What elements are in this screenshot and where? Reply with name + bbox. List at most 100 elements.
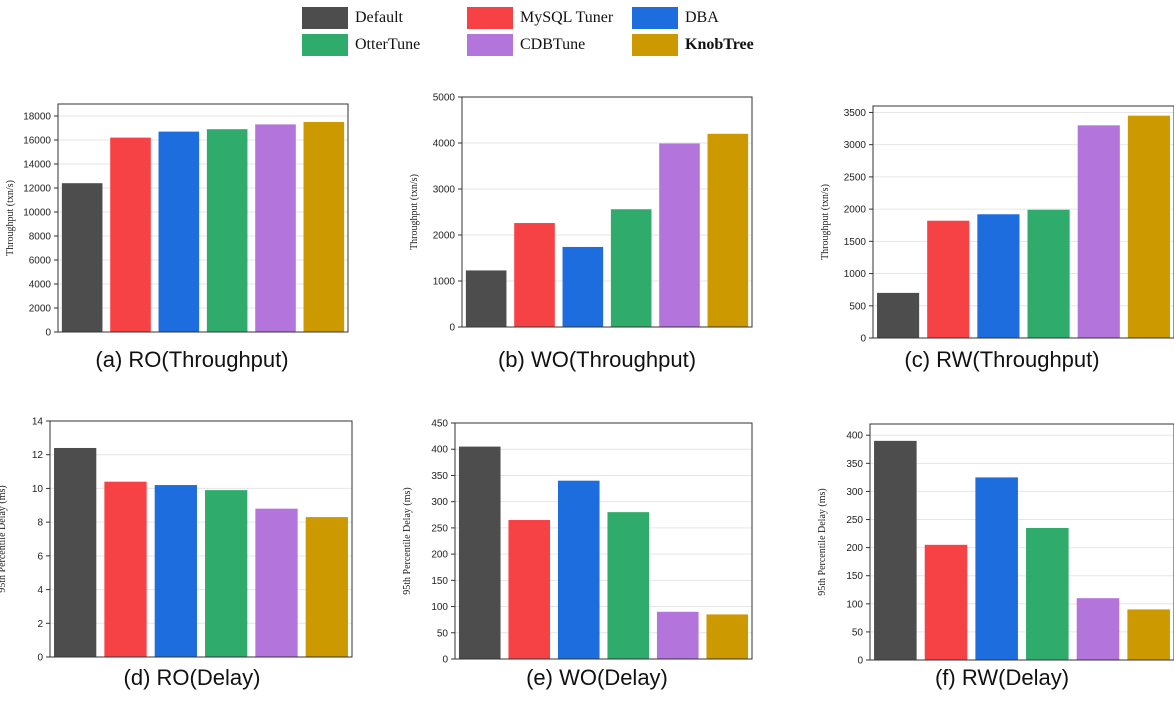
bar-mysql-tuner (924, 544, 968, 660)
legend-item-ottertune: OtterTune (302, 33, 420, 57)
y-tick-label: 5000 (433, 93, 456, 104)
y-tick-label: 300 (431, 497, 448, 508)
legend-item-mysql-tuner: MySQL Tuner (467, 6, 613, 30)
caption-rw-throughput: (c) RW(Throughput) (904, 347, 1100, 372)
y-tick-label: 1000 (844, 269, 867, 280)
y-tick-label: 1000 (433, 277, 456, 288)
bar-ottertune (205, 490, 248, 657)
legend-swatch-dba (632, 7, 678, 29)
y-tick-label: 200 (431, 550, 448, 561)
bar-knobtree (1127, 115, 1170, 339)
y-tick-label: 14000 (23, 160, 51, 171)
y-tick-label: 0 (442, 655, 448, 666)
plot-frame (57, 103, 349, 333)
legend-swatch-mysql-tuner (467, 7, 513, 29)
bar-ottertune (607, 512, 650, 659)
y-tick-label: 150 (846, 571, 863, 582)
plot-frame (869, 423, 1174, 661)
bar-dba (158, 131, 200, 332)
bar-mysql-tuner (927, 220, 970, 338)
y-tick-label: 6000 (29, 256, 52, 267)
y-tick-label: 6 (37, 551, 43, 562)
bar-default (61, 183, 103, 332)
legend-swatch-ottertune (302, 34, 348, 56)
bar-ottertune (610, 209, 652, 327)
plot-frame (872, 105, 1174, 339)
bar-knobtree (707, 133, 749, 327)
bar-default (465, 270, 507, 327)
bar-dba (977, 214, 1020, 338)
y-tick-label: 350 (431, 471, 448, 482)
bar-dba (154, 485, 197, 657)
y-tick-label: 18000 (23, 112, 51, 123)
y-tick-label: 12 (32, 450, 44, 461)
bar-ottertune (1027, 209, 1070, 338)
bar-default (54, 447, 97, 657)
y-axis-label: 95th Percentile Delay (ms) (817, 488, 828, 595)
bar-cdbtune (656, 611, 699, 659)
plot-frame (461, 96, 753, 328)
bar-dba (975, 477, 1018, 660)
y-axis-label: 95th Percentile Delay (ms) (402, 487, 413, 594)
y-tick-label: 0 (449, 323, 455, 334)
legend-swatch-default (302, 7, 348, 29)
bar-mysql-tuner (514, 223, 555, 327)
y-tick-label: 250 (431, 523, 448, 534)
legend-item-dba: DBA (632, 6, 719, 30)
y-tick-label: 3000 (844, 140, 867, 151)
bar-ottertune (1026, 527, 1069, 660)
y-tick-label: 4000 (433, 139, 456, 150)
bar-mysql-tuner (508, 520, 551, 659)
y-tick-label: 400 (846, 431, 863, 442)
y-tick-label: 200 (846, 543, 863, 554)
legend-label-knobtree: KnobTree (685, 36, 754, 53)
y-tick-label: 50 (437, 628, 449, 639)
caption-ro-throughput: (a) RO(Throughput) (95, 347, 289, 372)
bar-cdbtune (1077, 125, 1120, 338)
legend: Default MySQL Tuner DBA OtterTune CDBTune Kno… (0, 0, 1174, 70)
bar-default (458, 446, 501, 659)
legend-label-default: Default (355, 9, 403, 26)
bar-cdbtune (255, 508, 298, 657)
bar-mysql-tuner (104, 481, 147, 657)
y-axis-label: Throughput (txn/s) (409, 174, 420, 250)
caption-rw-delay: (f) RW(Delay) (934, 665, 1070, 690)
y-tick-label: 2000 (433, 231, 456, 242)
y-tick-label: 250 (846, 515, 863, 526)
legend-label-dba: DBA (685, 9, 719, 26)
bar-knobtree (303, 122, 345, 332)
legend-item-knobtree: KnobTree (632, 33, 754, 57)
y-tick-label: 3000 (433, 185, 456, 196)
y-tick-label: 10000 (23, 208, 51, 219)
plot-frame (49, 420, 353, 658)
y-tick-label: 450 (431, 419, 448, 430)
y-axis-label: Throughput (txn/s) (820, 184, 831, 260)
y-tick-label: 8 (37, 518, 43, 529)
y-tick-label: 12000 (23, 184, 51, 195)
bar-cdbtune (1076, 598, 1120, 660)
y-tick-label: 3500 (844, 108, 867, 119)
legend-item-default: Default (302, 6, 403, 30)
y-tick-label: 50 (852, 627, 864, 638)
y-tick-label: 100 (846, 599, 863, 610)
y-tick-label: 0 (45, 328, 51, 339)
legend-label-ottertune: OtterTune (355, 36, 421, 53)
bar-knobtree (1127, 609, 1170, 660)
y-tick-label: 4000 (29, 280, 52, 291)
y-tick-label: 100 (431, 602, 448, 613)
y-tick-label: 400 (431, 445, 448, 456)
y-tick-label: 2500 (844, 172, 867, 183)
y-tick-label: 4 (37, 585, 43, 596)
y-axis-label: Throughput (txn/s) (5, 180, 16, 256)
y-tick-label: 2 (37, 619, 43, 630)
y-tick-label: 1500 (844, 237, 867, 248)
legend-swatch-cdbtune (467, 34, 513, 56)
plot-frame (454, 422, 753, 660)
caption-wo-throughput: (b) WO(Throughput) (497, 347, 697, 372)
y-tick-label: 14 (32, 417, 44, 428)
caption-ro-delay: (d) RO(Delay) (123, 665, 261, 690)
legend-swatch-knobtree (632, 34, 678, 56)
bar-ottertune (206, 129, 248, 332)
y-tick-label: 500 (849, 301, 866, 312)
y-tick-label: 16000 (23, 136, 51, 147)
